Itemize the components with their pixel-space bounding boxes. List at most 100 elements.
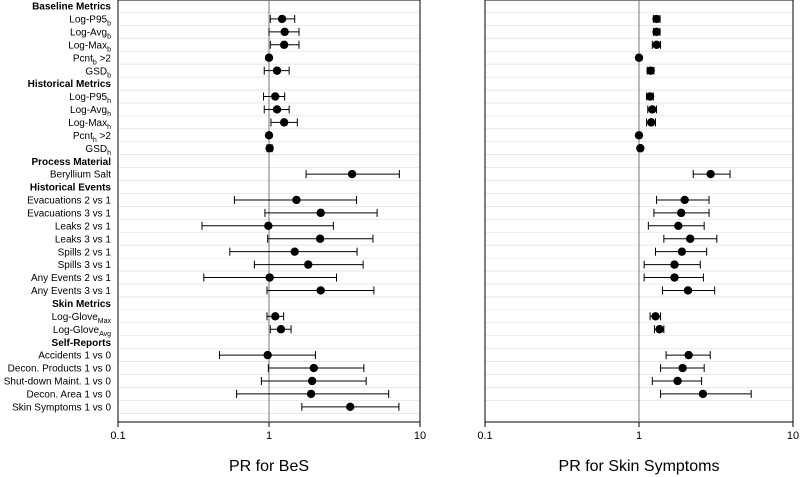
point-estimate [279, 40, 289, 49]
point-estimate [678, 363, 687, 373]
ci-row [646, 66, 655, 75]
row-label: Decon. Area 1 vs 0 [27, 390, 112, 401]
ci-row [636, 144, 645, 153]
point-estimate [652, 40, 661, 49]
row-label: GSDh [85, 144, 111, 157]
ci-row [253, 260, 364, 269]
x-tick-label: 0.1 [110, 430, 125, 442]
point-estimate [685, 234, 695, 243]
point-estimate [307, 376, 317, 386]
ci-row [651, 376, 703, 386]
point-estimate [347, 169, 357, 179]
ci-row [634, 53, 644, 62]
ci-row [218, 350, 316, 360]
row-label: Accidents 1 vs 0 [38, 351, 111, 362]
point-estimate [292, 195, 301, 205]
ci-row [201, 221, 334, 231]
x-tick-label: 10 [414, 430, 426, 442]
ci-row [653, 325, 665, 334]
point-estimate [677, 247, 687, 256]
row-label: GSDb [85, 66, 111, 79]
point-estimate [279, 118, 289, 127]
x-tick-label: 1 [266, 430, 272, 442]
ci-row [305, 169, 400, 179]
ci-row [229, 247, 358, 256]
row-label: Spills 3 vs 1 [58, 260, 112, 271]
row-label: Spills 2 vs 1 [58, 247, 112, 258]
row-label: Log-Avgh [70, 105, 111, 118]
point-estimate [263, 350, 272, 360]
point-estimate [674, 221, 683, 231]
point-estimate [304, 260, 313, 269]
row-label: Log-P95b [69, 15, 111, 28]
ci-row [268, 27, 300, 37]
ci-row [260, 376, 367, 386]
ci-row [645, 92, 655, 101]
ci-row [236, 389, 390, 399]
point-estimate [646, 118, 656, 127]
point-estimate [264, 53, 274, 62]
ci-row [233, 195, 358, 205]
ci-row [270, 118, 298, 127]
ci-row [656, 195, 710, 205]
point-estimate [636, 144, 645, 153]
point-estimate [316, 208, 325, 218]
ci-row [263, 105, 290, 114]
point-estimate [652, 27, 661, 37]
point-estimate [646, 66, 655, 75]
panel-bes: 0.1 1 10 PR for BeS [110, 0, 426, 475]
ci-row [692, 169, 731, 179]
point-estimate [271, 92, 280, 101]
ci-row [663, 234, 718, 243]
panel-skin-symptoms: 0.1 1 10 PR for Skin Symptoms [477, 0, 799, 475]
ci-row [634, 131, 644, 140]
row-label: Decon. Products 1 vs 0 [8, 364, 112, 375]
point-estimate [276, 325, 286, 334]
point-estimate [309, 363, 318, 373]
point-estimate [680, 195, 689, 205]
row-label: Log-Maxh [68, 118, 111, 131]
ci-row [203, 273, 338, 282]
row-label: Any Events 2 vs 1 [31, 273, 111, 284]
point-estimate [316, 286, 325, 295]
ci-row [301, 402, 400, 412]
ci-row [264, 53, 274, 62]
x-axis-title: PR for BeS [229, 458, 309, 475]
point-estimate [264, 221, 273, 231]
ci-row [269, 325, 292, 334]
ci-row [264, 131, 274, 140]
row-label: Log-Avgb [70, 27, 111, 40]
section-header: Baseline Metrics [32, 2, 111, 13]
x-tick-label: 10 [787, 430, 799, 442]
row-label: Skin Symptoms 1 vs 0 [12, 402, 111, 413]
ci-row [655, 247, 708, 256]
ci-row [652, 27, 661, 37]
row-label: Log-Maxb [68, 40, 111, 53]
point-estimate [645, 92, 655, 101]
point-estimate [634, 131, 644, 140]
row-label: Log-GloveMax [52, 312, 112, 325]
ci-row [267, 234, 374, 243]
row-label: Evacuations 2 vs 1 [27, 196, 111, 207]
x-tick-label: 1 [636, 430, 642, 442]
point-estimate [684, 350, 693, 360]
ci-row [643, 273, 704, 282]
ci-row [651, 40, 662, 49]
point-estimate [648, 105, 657, 114]
point-estimate [655, 325, 664, 334]
point-estimate [698, 389, 708, 399]
ci-row [649, 312, 662, 321]
section-header: Historical Events [30, 183, 112, 194]
point-estimate [265, 273, 274, 282]
row-label: Any Events 3 vs 1 [31, 286, 111, 297]
point-estimate [290, 247, 299, 256]
row-label: Pcnth >2 [73, 131, 112, 144]
point-estimate [272, 105, 282, 114]
ci-row [647, 105, 658, 114]
ci-row [267, 363, 365, 373]
ci-row [647, 221, 705, 231]
row-label: Pcntb >2 [73, 53, 112, 66]
point-estimate [706, 169, 715, 179]
row-labels: Baseline Metrics Log-P95bLog-AvgbLog-Maxb… [4, 2, 112, 414]
ci-row [653, 208, 710, 218]
